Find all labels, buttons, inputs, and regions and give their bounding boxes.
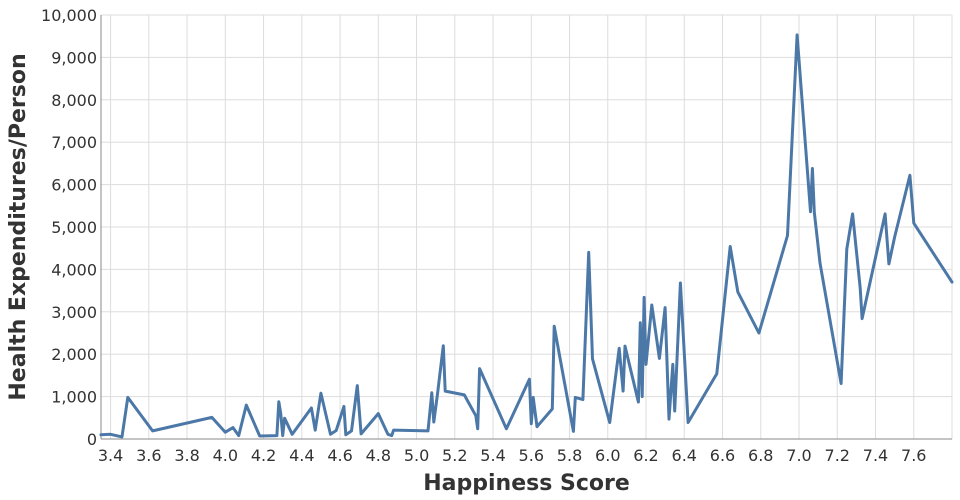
y-tick-label: 10,000 — [41, 6, 97, 25]
x-tick-label: 6.4 — [672, 446, 697, 465]
x-tick-label: 6.8 — [748, 446, 773, 465]
x-tick-label: 3.8 — [174, 446, 199, 465]
x-tick-label: 7.2 — [825, 446, 850, 465]
x-tick-label: 5.4 — [480, 446, 505, 465]
x-tick-label: 3.4 — [98, 446, 123, 465]
y-tick-label: 3,000 — [51, 303, 97, 322]
y-tick-label: 9,000 — [51, 48, 97, 67]
y-tick-label: 6,000 — [51, 176, 97, 195]
x-tick-label: 6.0 — [595, 446, 620, 465]
y-tick-label: 0 — [87, 430, 97, 449]
y-tick-label: 1,000 — [51, 388, 97, 407]
y-tick-label: 7,000 — [51, 133, 97, 152]
x-tick-label: 7.6 — [901, 446, 926, 465]
x-tick-label: 5.2 — [442, 446, 467, 465]
x-tick-label: 5.6 — [519, 446, 544, 465]
x-tick-label: 5.8 — [557, 446, 582, 465]
chart-grid — [101, 14, 953, 440]
y-tick-label: 2,000 — [51, 345, 97, 364]
x-tick-label: 4.8 — [366, 446, 391, 465]
x-tick-label: 6.2 — [633, 446, 658, 465]
series-line — [99, 33, 954, 439]
x-tick-label: 4.2 — [251, 446, 276, 465]
x-tick-label: 5.0 — [404, 446, 429, 465]
x-axis-ticks: 3.4 3.6 3.8 4.0 4.2 4.4 4.6 4.8 5.0 5.2 5.4 5.6 5.8 6… — [98, 446, 927, 465]
y-tick-label: 8,000 — [51, 91, 97, 110]
y-axis-title: Health Expenditures/Person — [6, 53, 31, 400]
x-tick-label: 6.6 — [710, 446, 735, 465]
x-tick-label: 7.0 — [786, 446, 811, 465]
x-tick-label: 4.6 — [327, 446, 352, 465]
x-tick-label: 3.6 — [136, 446, 161, 465]
y-tick-label: 4,000 — [51, 260, 97, 279]
x-tick-label: 7.4 — [863, 446, 888, 465]
y-axis-ticks: 0 1,000 2,000 3,000 4,000 5,000 6,000 7,000 8,00… — [41, 6, 97, 449]
x-tick-label: 4.0 — [213, 446, 238, 465]
x-tick-label: 4.4 — [289, 446, 314, 465]
y-tick-label: 5,000 — [51, 218, 97, 237]
x-axis-title: Happiness Score — [423, 471, 630, 496]
